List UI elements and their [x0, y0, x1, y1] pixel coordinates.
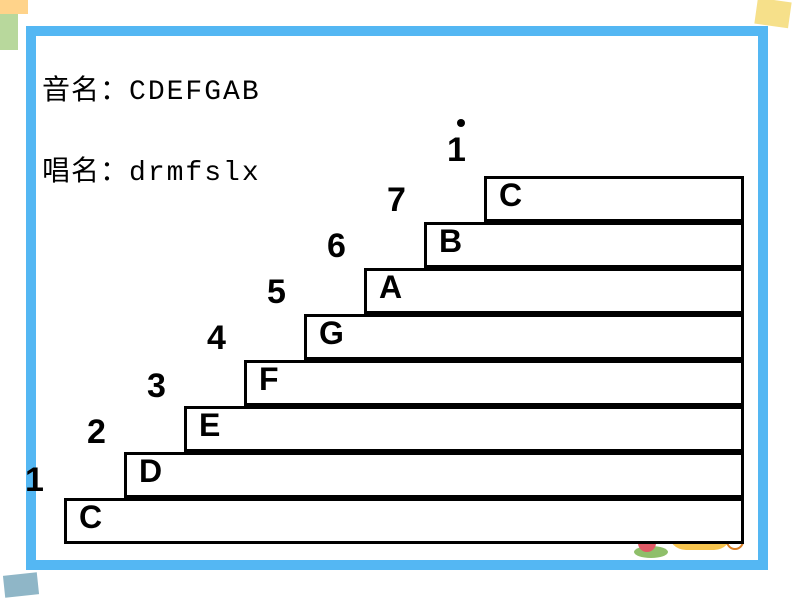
- stair-step: C1: [64, 498, 744, 544]
- stair-step: A6: [364, 268, 744, 314]
- step-note-label: G: [319, 315, 344, 352]
- step-note-label: F: [259, 361, 279, 398]
- octave-dot-icon: [457, 119, 465, 127]
- step-number-label: 7: [387, 181, 406, 220]
- step-note-label: A: [379, 269, 402, 306]
- step-note-label: E: [199, 407, 220, 444]
- stair-step: E3: [184, 406, 744, 452]
- slide-frame: 音名：CDEFGAB 唱名：drmfslx C1D2E3F4G5A6B7C1 ®: [26, 26, 768, 570]
- corner-accent-bl: [3, 572, 39, 597]
- step-number-label: 1: [447, 131, 466, 170]
- step-note-label: D: [139, 453, 162, 490]
- step-number-label: 2: [87, 413, 106, 452]
- step-note-label: C: [79, 499, 102, 536]
- note-name-label: 音名：: [42, 75, 129, 106]
- step-note-label: C: [499, 177, 522, 214]
- step-number-label: 3: [147, 367, 166, 406]
- step-note-label: B: [439, 223, 462, 260]
- slide-content: 音名：CDEFGAB 唱名：drmfslx C1D2E3F4G5A6B7C1 ®: [36, 36, 758, 560]
- note-name-line: 音名：CDEFGAB: [42, 64, 261, 119]
- note-name-value: CDEFGAB: [129, 77, 261, 108]
- stair-step: G5: [304, 314, 744, 360]
- stair-step: B7: [424, 222, 744, 268]
- step-number-label: 4: [207, 319, 226, 358]
- stair-step: C1: [484, 176, 744, 222]
- step-number-label: 6: [327, 227, 346, 266]
- corner-accent-tl2: [0, 0, 28, 14]
- corner-accent-tl: [0, 10, 18, 50]
- step-number-label: 1: [25, 461, 44, 500]
- step-number-label: 5: [267, 273, 286, 312]
- corner-accent-tr: [754, 0, 791, 28]
- stair-step: D2: [124, 452, 744, 498]
- page-root: 音名：CDEFGAB 唱名：drmfslx C1D2E3F4G5A6B7C1 ®: [0, 0, 794, 596]
- stair-step: F4: [244, 360, 744, 406]
- scale-stairs: C1D2E3F4G5A6B7C1: [64, 156, 744, 544]
